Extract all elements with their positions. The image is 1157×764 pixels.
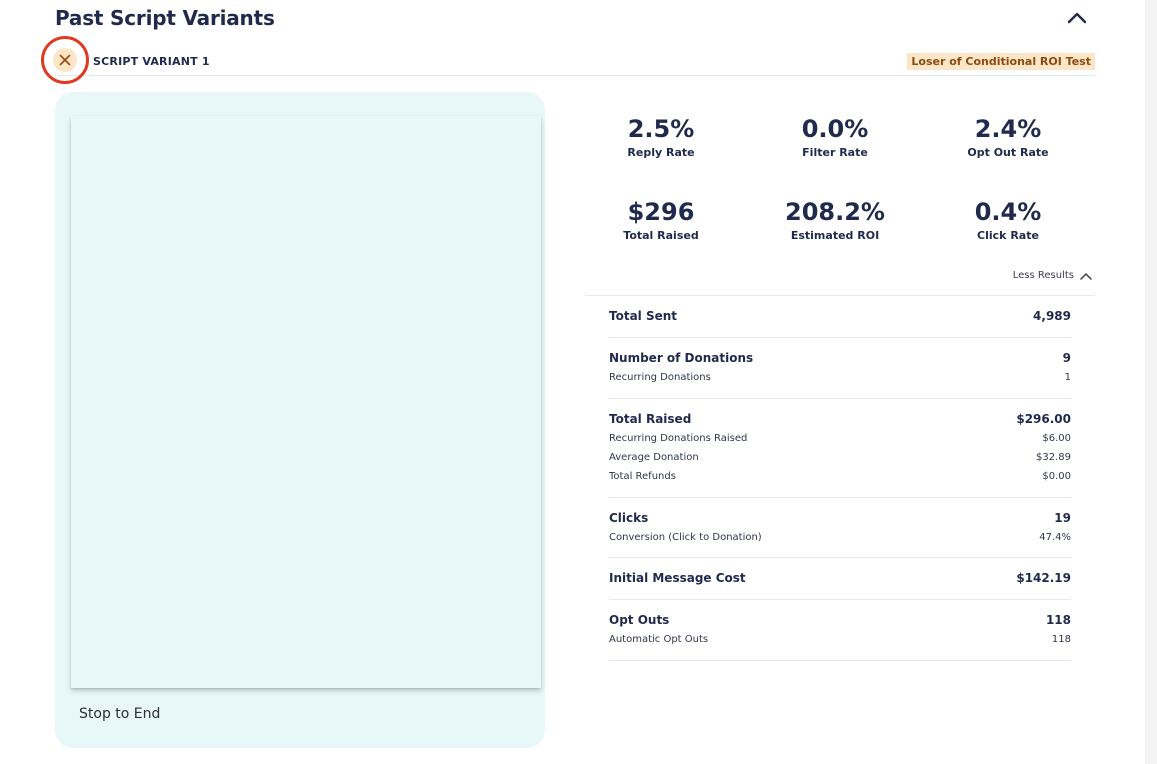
metric-row: Number of Donations 9	[609, 348, 1071, 368]
metric-label: Initial Message Cost	[609, 571, 746, 585]
metric-sub-value: 47.4%	[1039, 532, 1071, 543]
section-title: Past Script Variants	[55, 6, 275, 30]
metric-sub-value: $0.00	[1042, 471, 1071, 482]
stat-click-rate: 0.4% Click Rate	[933, 197, 1083, 242]
metric-group-total-raised: Total Raised $296.00 Recurring Donations…	[609, 409, 1071, 498]
less-results-toggle[interactable]: Less Results	[960, 270, 1092, 281]
metric-sub-row: Recurring Donations 1	[609, 368, 1071, 387]
stat-value: 2.5%	[627, 115, 695, 143]
results-divider	[585, 295, 1095, 296]
stat-label: Opt Out Rate	[967, 146, 1049, 159]
metric-sub-value: 118	[1051, 634, 1071, 645]
metric-sub-row: Conversion (Click to Donation) 47.4%	[609, 528, 1071, 547]
metric-group-opt-outs: Opt Outs 118 Automatic Opt Outs 118	[609, 610, 1071, 661]
metric-row: Total Sent 4,989	[609, 306, 1071, 326]
metric-sub-row: Total Refunds $0.00	[609, 467, 1071, 486]
close-icon	[59, 54, 71, 66]
variant-header: SCRIPT VARIANT 1 Loser of Conditional RO…	[41, 36, 1095, 84]
chevron-up-icon	[1067, 12, 1087, 24]
variant-label: SCRIPT VARIANT 1	[93, 55, 210, 68]
stat-total-raised: $296 Total Raised	[586, 197, 736, 242]
metric-value: 4,989	[1033, 309, 1071, 323]
metric-label: Total Sent	[609, 309, 678, 323]
chevron-up-icon	[1080, 272, 1092, 280]
message-preview	[71, 116, 541, 688]
stat-label: Total Raised	[623, 229, 699, 242]
metric-sub-label: Recurring Donations Raised	[609, 433, 748, 444]
script-preview-card: Stop to End	[55, 92, 545, 748]
stat-value: 2.4%	[974, 115, 1042, 143]
metric-group-total-sent: Total Sent 4,989	[609, 306, 1071, 338]
stat-label: Estimated ROI	[790, 229, 880, 242]
metric-label: Total Raised	[609, 412, 692, 426]
metric-sub-value: $6.00	[1042, 433, 1071, 444]
stat-value: $296	[627, 198, 695, 226]
metric-group-donations: Number of Donations 9 Recurring Donation…	[609, 348, 1071, 399]
stat-opt-out-rate: 2.4% Opt Out Rate	[933, 114, 1083, 159]
metric-label: Opt Outs	[609, 613, 670, 627]
metric-group-clicks: Clicks 19 Conversion (Click to Donation)…	[609, 508, 1071, 558]
metric-sub-label: Automatic Opt Outs	[609, 634, 709, 645]
metric-sub-label: Average Donation	[609, 452, 699, 463]
metric-value: $142.19	[1016, 571, 1071, 585]
collapse-section-button[interactable]	[1064, 6, 1090, 30]
highlight-ring	[41, 36, 89, 84]
stat-filter-rate: 0.0% Filter Rate	[760, 114, 910, 159]
metric-row: Total Raised $296.00	[609, 409, 1071, 429]
stat-reply-rate: 2.5% Reply Rate	[586, 114, 736, 159]
metric-value: $296.00	[1016, 412, 1071, 426]
metric-value: 19	[1054, 511, 1071, 525]
metric-row: Opt Outs 118	[609, 610, 1071, 630]
scrollbar-track[interactable]	[1145, 0, 1157, 764]
status-badge: Loser of Conditional ROI Test	[907, 53, 1095, 70]
metric-label: Number of Donations	[609, 351, 754, 365]
metric-row: Clicks 19	[609, 508, 1071, 528]
stat-value: 0.0%	[801, 115, 869, 143]
stat-label: Filter Rate	[802, 146, 868, 159]
metric-group-message-cost: Initial Message Cost $142.19	[609, 568, 1071, 600]
metric-sub-label: Conversion (Click to Donation)	[609, 532, 762, 543]
stat-label: Click Rate	[977, 229, 1039, 242]
metric-sub-row: Average Donation $32.89	[609, 448, 1071, 467]
less-results-label: Less Results	[1012, 270, 1074, 281]
metric-value: 9	[1062, 351, 1071, 365]
metric-sub-row: Automatic Opt Outs 118	[609, 630, 1071, 649]
metric-value: 118	[1045, 613, 1071, 627]
metric-sub-value: $32.89	[1036, 452, 1071, 463]
stat-label: Reply Rate	[627, 146, 695, 159]
stat-value: 208.2%	[785, 198, 885, 226]
metric-label: Clicks	[609, 511, 649, 525]
metric-sub-row: Recurring Donations Raised $6.00	[609, 429, 1071, 448]
metric-row: Initial Message Cost $142.19	[609, 568, 1071, 588]
stat-estimated-roi: 208.2% Estimated ROI	[760, 197, 910, 242]
metric-sub-value: 1	[1064, 372, 1071, 383]
stat-value: 0.4%	[974, 198, 1042, 226]
metric-sub-label: Recurring Donations	[609, 372, 711, 383]
metric-sub-label: Total Refunds	[609, 471, 676, 482]
remove-variant-button[interactable]	[53, 48, 77, 72]
preview-footer-text: Stop to End	[79, 706, 161, 722]
